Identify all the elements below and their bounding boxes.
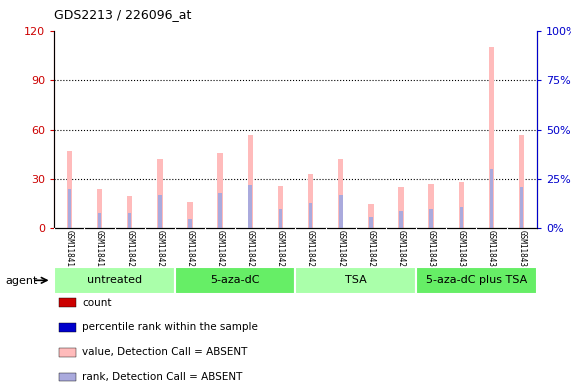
Bar: [59, 298, 76, 307]
Bar: [489, 47, 494, 228]
Bar: [54, 267, 175, 294]
Text: GSM118428: GSM118428: [367, 230, 375, 272]
Bar: [128, 213, 131, 228]
Bar: [338, 159, 343, 228]
Text: GSM118424: GSM118424: [246, 230, 255, 272]
Bar: [67, 189, 71, 228]
Bar: [460, 207, 463, 228]
Bar: [59, 372, 76, 381]
Text: GSM118432: GSM118432: [487, 230, 496, 272]
Text: GSM118433: GSM118433: [517, 230, 526, 272]
Text: GSM118430: GSM118430: [427, 230, 436, 272]
Bar: [96, 189, 102, 228]
Bar: [399, 187, 404, 228]
Text: value, Detection Call = ABSENT: value, Detection Call = ABSENT: [82, 347, 248, 357]
Bar: [429, 209, 433, 228]
Text: GSM118429: GSM118429: [396, 230, 405, 272]
Bar: [416, 267, 537, 294]
Bar: [59, 348, 76, 357]
Bar: [368, 204, 373, 228]
Bar: [399, 211, 403, 228]
Bar: [519, 134, 524, 228]
Bar: [278, 185, 283, 228]
Bar: [218, 193, 222, 228]
Bar: [248, 185, 252, 228]
Bar: [248, 134, 253, 228]
Bar: [59, 323, 76, 332]
Text: GSM118427: GSM118427: [336, 230, 345, 272]
Bar: [369, 217, 373, 228]
Bar: [520, 187, 524, 228]
Bar: [490, 169, 493, 228]
Text: GSM118423: GSM118423: [216, 230, 224, 272]
Bar: [157, 159, 163, 228]
Text: 5-aza-dC plus TSA: 5-aza-dC plus TSA: [426, 275, 527, 285]
Bar: [187, 202, 192, 228]
Bar: [309, 203, 312, 228]
Text: GSM118431: GSM118431: [457, 230, 466, 272]
Text: untreated: untreated: [87, 275, 142, 285]
Text: percentile rank within the sample: percentile rank within the sample: [82, 323, 258, 333]
Text: GSM118421: GSM118421: [155, 230, 164, 272]
Bar: [158, 195, 162, 228]
Bar: [218, 153, 223, 228]
Text: rank, Detection Call = ABSENT: rank, Detection Call = ABSENT: [82, 372, 243, 382]
Bar: [296, 267, 416, 294]
Bar: [459, 182, 464, 228]
Text: GSM118419: GSM118419: [95, 230, 104, 272]
Text: GSM118422: GSM118422: [186, 230, 195, 272]
Bar: [175, 267, 296, 294]
Bar: [188, 218, 192, 228]
Bar: [98, 213, 101, 228]
Bar: [127, 195, 132, 228]
Bar: [67, 151, 72, 228]
Text: GSM118425: GSM118425: [276, 230, 285, 272]
Bar: [339, 195, 343, 228]
Text: TSA: TSA: [345, 275, 367, 285]
Text: agent: agent: [6, 276, 38, 286]
Text: GSM118418: GSM118418: [65, 230, 74, 272]
Bar: [428, 184, 434, 228]
Text: GSM118426: GSM118426: [306, 230, 315, 272]
Text: GSM118420: GSM118420: [125, 230, 134, 272]
Bar: [279, 209, 282, 228]
Bar: [308, 174, 313, 228]
Text: 5-aza-dC: 5-aza-dC: [211, 275, 260, 285]
Text: count: count: [82, 298, 112, 308]
Text: GDS2213 / 226096_at: GDS2213 / 226096_at: [54, 8, 192, 21]
